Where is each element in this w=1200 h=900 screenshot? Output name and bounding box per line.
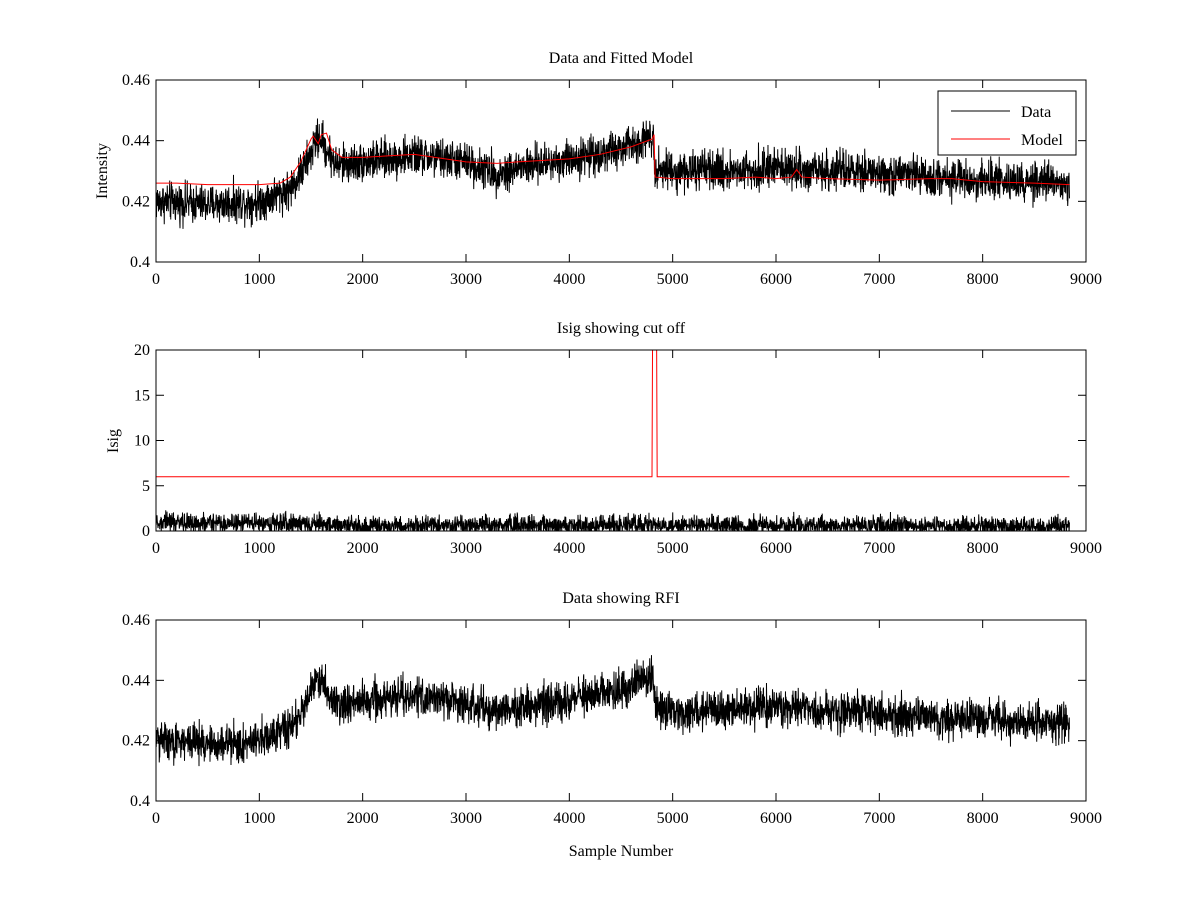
plot-area: 0 1000 2000 3000 4000 5000 6000 7000 8000 9000 0.4… xyxy=(122,72,1102,288)
x-tick-label: 7000 xyxy=(863,271,895,288)
x-tick-label: 4000 xyxy=(553,810,585,827)
y-tick-label: 0.42 xyxy=(122,733,150,750)
y-tick-label: 0.4 xyxy=(130,793,150,810)
x-tick-label: 0 xyxy=(152,810,160,827)
y-tick-label: 0.44 xyxy=(122,133,150,150)
series-line-data xyxy=(156,118,1070,229)
x-tick-label: 0 xyxy=(152,271,160,288)
subplot-title: Data and Fitted Model xyxy=(549,50,694,67)
x-axis-label: Sample Number xyxy=(569,843,674,860)
y-tick-label: 20 xyxy=(134,342,150,359)
x-tick-label: 6000 xyxy=(760,540,792,557)
x-tick-label: 8000 xyxy=(967,810,999,827)
subplot-isig-showing-cut-off: Isig showing cut off Isig 0 1000 2000 3000 4… xyxy=(105,320,1102,557)
series-line-trace xyxy=(156,655,1070,767)
y-tick-label: 0.44 xyxy=(122,672,150,689)
y-tick-label: 10 xyxy=(134,433,150,450)
x-tick-label: 1000 xyxy=(243,271,275,288)
x-tick-label: 8000 xyxy=(967,271,999,288)
x-tick-label: 2000 xyxy=(347,271,379,288)
y-tick-label: 5 xyxy=(142,478,150,495)
x-tick-label: 4000 xyxy=(553,271,585,288)
x-tick-label: 2000 xyxy=(347,810,379,827)
y-axis-label: Intensity xyxy=(94,143,111,199)
x-tick-label: 7000 xyxy=(863,810,895,827)
plot-area: 0 1000 2000 3000 4000 5000 6000 7000 8000 9000 0.4… xyxy=(122,612,1102,827)
x-tick-label: 9000 xyxy=(1070,540,1102,557)
x-tick-label: 7000 xyxy=(863,540,895,557)
series-line-model xyxy=(156,132,1070,186)
subplot-title: Isig showing cut off xyxy=(557,320,686,337)
x-tick-label: 3000 xyxy=(450,810,482,827)
x-tick-label: 9000 xyxy=(1070,810,1102,827)
x-tick-label: 1000 xyxy=(243,810,275,827)
x-tick-label: 3000 xyxy=(450,540,482,557)
legend-label-model: Model xyxy=(1021,132,1063,149)
x-tick-label: 3000 xyxy=(450,271,482,288)
x-tick-label: 6000 xyxy=(760,810,792,827)
y-tick-label: 0.46 xyxy=(122,72,150,89)
series-line-trace xyxy=(156,510,1070,531)
x-tick-label: 9000 xyxy=(1070,271,1102,288)
x-tick-label: 4000 xyxy=(553,540,585,557)
plot-area: 0 1000 2000 3000 4000 5000 6000 7000 8000 9000 0 5 1… xyxy=(134,342,1102,557)
x-tick-label: 2000 xyxy=(347,540,379,557)
series-line-cutoff xyxy=(156,350,1070,478)
x-tick-label: 6000 xyxy=(760,271,792,288)
subplot-data-and-fitted-model: Data and Fitted Model Intensity 0 1000 200… xyxy=(94,50,1102,288)
y-tick-label: 0.42 xyxy=(122,193,150,210)
x-tick-label: 5000 xyxy=(657,810,689,827)
legend: Data Model xyxy=(937,90,1077,156)
axes-box xyxy=(155,619,1087,802)
subplot-data-showing-rfi: Data showing RFI Sample Number 0 1000 2000… xyxy=(122,590,1102,860)
legend-label-data: Data xyxy=(1021,104,1051,121)
y-tick-label: 15 xyxy=(134,387,150,404)
x-tick-label: 5000 xyxy=(657,271,689,288)
x-tick-label: 0 xyxy=(152,540,160,557)
x-tick-label: 8000 xyxy=(967,540,999,557)
y-tick-label: 0.4 xyxy=(130,254,150,271)
y-tick-label: 0.46 xyxy=(122,612,150,629)
x-tick-label: 1000 xyxy=(243,540,275,557)
legend-box xyxy=(937,90,1077,156)
y-axis-label: Isig xyxy=(105,429,122,453)
axes-box xyxy=(155,79,1087,263)
x-tick-label: 5000 xyxy=(657,540,689,557)
subplot-title: Data showing RFI xyxy=(562,590,679,607)
y-tick-label: 0 xyxy=(142,523,150,540)
